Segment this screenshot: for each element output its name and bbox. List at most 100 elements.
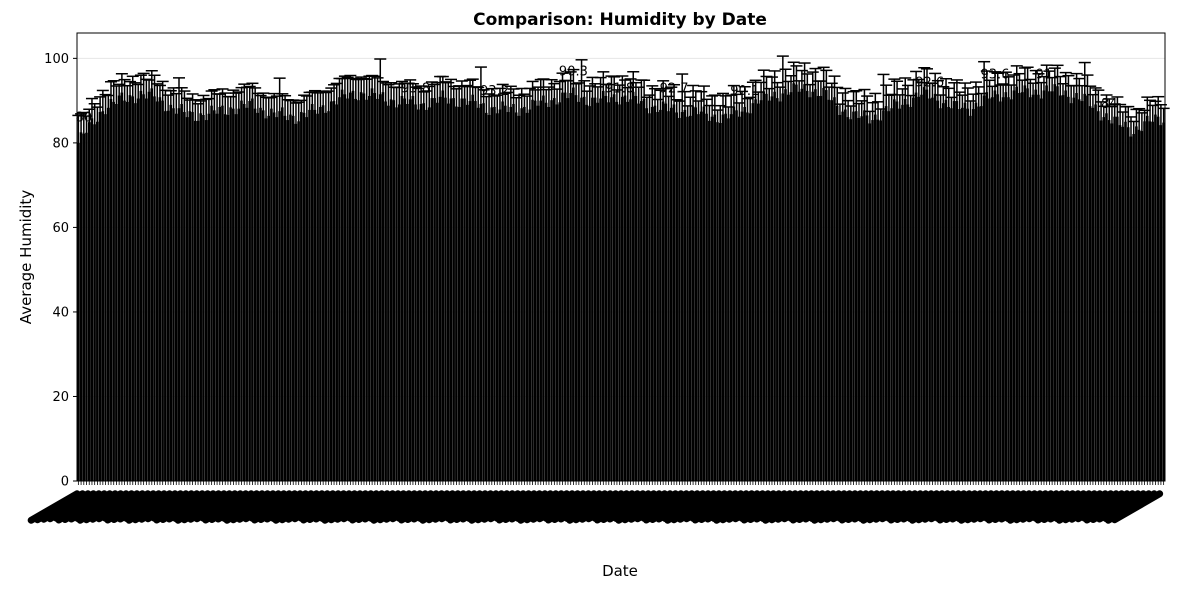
bar: [452, 98, 455, 481]
bar: [770, 96, 774, 482]
bar: [825, 90, 828, 481]
data-label: 90.3: [559, 65, 588, 80]
bar: [1001, 97, 1005, 482]
bar: [264, 118, 268, 482]
bar: [106, 107, 110, 481]
bar: [544, 102, 548, 482]
bar: [757, 103, 760, 481]
bar: [354, 98, 358, 482]
bar: [999, 101, 1002, 481]
bar: [947, 106, 950, 482]
bar: [1050, 91, 1054, 481]
bar: [142, 94, 145, 481]
bar: [193, 120, 197, 481]
bar: [735, 110, 738, 481]
data-label: 90.1: [730, 84, 759, 99]
bar: [1053, 84, 1057, 481]
bar: [406, 104, 409, 481]
bar: [362, 93, 366, 481]
y-tick-label: 100: [44, 52, 69, 67]
bar: [879, 120, 882, 482]
bar: [150, 88, 154, 482]
bar: [112, 101, 115, 481]
bar: [79, 132, 83, 481]
bar: [914, 92, 918, 481]
bar: [784, 89, 787, 482]
bar: [1154, 114, 1157, 481]
bar: [1162, 122, 1165, 481]
bar: [974, 102, 978, 482]
bar: [591, 97, 594, 481]
bar: [1094, 104, 1097, 482]
bar: [183, 112, 186, 481]
bar: [1058, 95, 1062, 482]
bar: [376, 98, 379, 482]
bar: [1075, 93, 1078, 482]
bar: [909, 106, 912, 482]
bar: [1110, 123, 1114, 481]
bar: [841, 111, 844, 482]
bar: [1148, 121, 1152, 481]
bar: [196, 120, 200, 481]
y-tick-label: 60: [52, 221, 69, 236]
bar: [357, 100, 360, 481]
bar: [1097, 111, 1100, 481]
bar: [335, 104, 338, 482]
bar: [395, 107, 398, 481]
bar: [223, 114, 227, 482]
bar: [912, 97, 915, 481]
bar: [77, 142, 80, 481]
bar: [1118, 125, 1122, 481]
bar: [1156, 116, 1160, 482]
chart-title: Comparison: Humidity by Date: [473, 10, 767, 30]
bar: [1007, 97, 1010, 482]
bar: [569, 93, 572, 482]
bar: [449, 98, 453, 481]
bar: [969, 115, 972, 481]
bar: [786, 94, 790, 482]
bar: [346, 98, 349, 481]
bar: [161, 100, 164, 482]
bar: [1083, 93, 1086, 482]
bar: [104, 114, 107, 482]
bar: [553, 98, 556, 481]
bar: [580, 97, 583, 481]
bar: [495, 113, 499, 482]
bar: [653, 105, 657, 481]
bar: [425, 109, 428, 482]
bar: [166, 110, 170, 482]
bar: [1116, 116, 1119, 482]
bar: [710, 116, 714, 482]
bar: [691, 106, 695, 481]
bar: [838, 114, 842, 482]
bar: [338, 97, 341, 482]
bar: [1080, 101, 1084, 482]
bar: [702, 106, 706, 481]
bar: [324, 112, 328, 481]
bar: [93, 124, 96, 481]
bar: [1105, 113, 1108, 482]
bar: [517, 115, 521, 481]
bar: [147, 91, 151, 481]
bar: [444, 97, 447, 481]
bar: [955, 101, 959, 482]
bar: [501, 101, 504, 481]
bar: [145, 98, 148, 481]
bar: [1023, 85, 1027, 481]
y-tick-label: 20: [52, 390, 69, 405]
bar: [210, 105, 213, 481]
bar: [411, 95, 415, 481]
bar: [327, 111, 330, 481]
bar: [221, 105, 224, 481]
bar: [283, 115, 287, 481]
bar: [1091, 107, 1095, 481]
bar: [563, 92, 567, 481]
bar: [267, 115, 270, 481]
bar: [887, 111, 891, 481]
bar: [261, 110, 265, 481]
bar: [1159, 125, 1163, 481]
plot-frame: [76, 32, 1166, 482]
bar: [251, 98, 254, 481]
bar: [158, 97, 162, 482]
data-label: 92.7: [660, 81, 689, 96]
